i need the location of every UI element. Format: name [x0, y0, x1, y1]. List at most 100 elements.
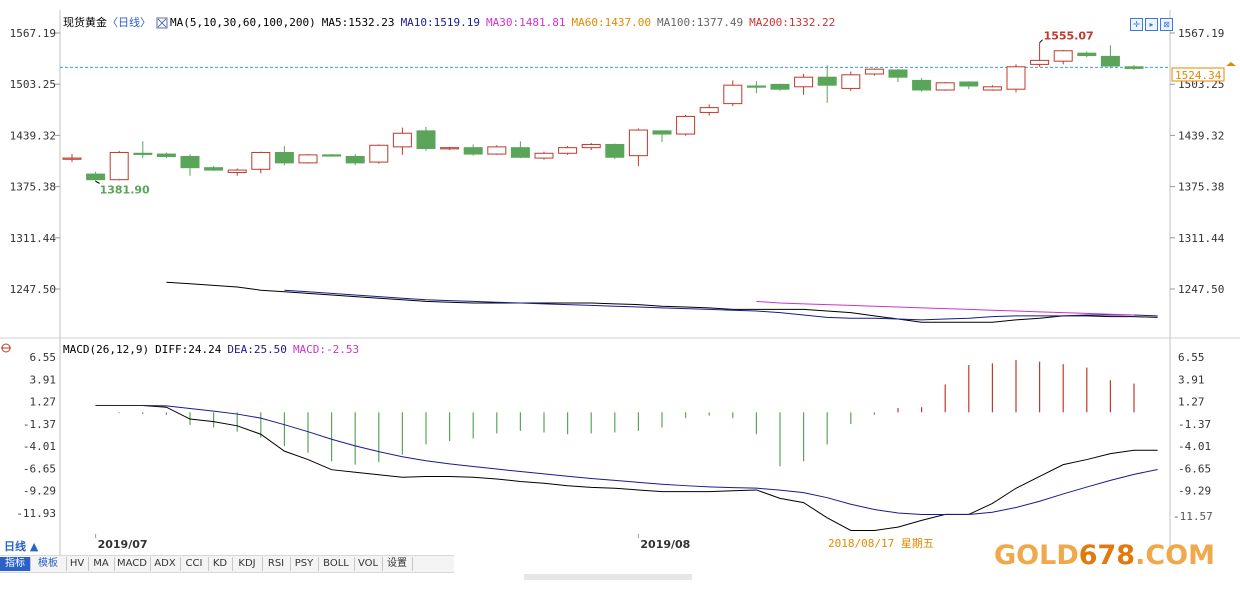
play-icon[interactable]: ▸ — [1145, 18, 1158, 31]
candle — [628, 128, 648, 167]
candle — [699, 104, 719, 116]
candle — [1006, 64, 1026, 93]
price-tick-label: 1503.25 — [10, 78, 56, 91]
candle-body — [652, 130, 672, 135]
candle — [345, 154, 365, 166]
ma200-value: MA200:1332.22 — [749, 16, 835, 29]
candle-body — [369, 144, 389, 163]
ma5-line — [166, 281, 1158, 323]
macd-tick-label: 1.27 — [30, 396, 57, 409]
candle — [86, 171, 106, 182]
toolbar-item-psy[interactable]: PSY — [290, 557, 319, 571]
diff-line — [95, 405, 1158, 531]
price-tick-label-right: 1439.32 — [1178, 129, 1224, 142]
watermark-part1: GOLD — [994, 540, 1079, 571]
low-pointer — [95, 180, 100, 184]
candle-body — [1006, 66, 1026, 90]
candle-body — [487, 146, 507, 155]
price-tick-label-right: 1567.19 — [1178, 27, 1224, 40]
dea-line — [95, 405, 1158, 515]
toolbar-item-vol[interactable]: VOL — [354, 557, 383, 571]
candle — [1030, 42, 1050, 67]
candlestick-series — [62, 39, 1144, 184]
ma30-value: MA30:1481.81 — [486, 16, 565, 29]
candle-body — [251, 151, 271, 170]
x-tick-label: 2019/08 — [640, 538, 690, 551]
high-price-label: 1555.07 — [1044, 30, 1094, 43]
candle — [369, 144, 389, 164]
toolbar-item-boll[interactable]: BOLL — [318, 557, 355, 571]
candle-body — [628, 129, 648, 157]
high-pointer — [1039, 39, 1043, 44]
toolbar-item-rsi[interactable]: RSI — [262, 557, 291, 571]
moving-average-series — [166, 281, 1158, 323]
toolbar-item-hv[interactable]: HV — [66, 557, 89, 571]
candle — [1100, 45, 1120, 69]
toolbar-item-kd[interactable]: KD — [208, 557, 233, 571]
price-tick-label-right: 1311.44 — [1178, 232, 1225, 245]
date-x-axis: 2019/07 2019/08 — [95, 534, 690, 551]
candle-body — [440, 147, 460, 150]
current-price-box — [1171, 67, 1225, 82]
macd-tick-label-right: 3.91 — [1178, 373, 1205, 386]
candle — [322, 154, 342, 157]
candle-body — [227, 169, 247, 173]
period-selector[interactable]: 日线 ▲ — [4, 540, 39, 553]
toolbar-item-ma[interactable]: MA — [88, 557, 115, 571]
candle — [298, 154, 318, 164]
macd-tick-label: -11.93 — [16, 507, 56, 520]
candle-body — [1030, 59, 1050, 65]
toolbar-item-模板[interactable]: 模板 — [30, 557, 67, 571]
ma10-value: MA10:1519.19 — [401, 16, 480, 29]
candle-body — [416, 130, 436, 149]
macd-tick-label-right: 1.27 — [1178, 396, 1205, 409]
price-tick-label: 1439.32 — [10, 129, 56, 142]
toolbar-item-macd[interactable]: MACD — [114, 557, 151, 571]
candle-body — [864, 68, 884, 75]
toolbar-item-cci[interactable]: CCI — [180, 557, 209, 571]
ma10-line — [284, 289, 1158, 321]
macd-y-axis: 6.55 6.55 3.91 3.91 1.27 1.27 -1.37 -1.37 -4.01 -… — [16, 351, 1211, 520]
candle — [416, 126, 436, 151]
period-tag: 〈日线〉 — [107, 15, 151, 29]
candle — [864, 68, 884, 76]
macd-tick-label-right: -1.37 — [1178, 418, 1211, 431]
candle — [180, 154, 200, 176]
candle-body — [558, 147, 578, 154]
macd-tick-label-right: -6.65 — [1178, 462, 1211, 475]
svg-text:现货黄金〈日线〉: 现货黄金〈日线〉 — [63, 15, 151, 29]
macd-histogram — [118, 359, 1135, 467]
crosshair-icon[interactable]: ✛ — [1130, 18, 1143, 31]
toolbar-item-adx[interactable]: ADX — [150, 557, 181, 571]
candle-body — [322, 154, 342, 157]
ma60-value: MA60:1437.00 — [572, 16, 651, 29]
price-tick-label-right: 1375.38 — [1178, 181, 1224, 194]
candle — [935, 81, 955, 91]
ma5-value: MA5:1532.23 — [322, 16, 395, 29]
candle-body — [463, 147, 483, 155]
candle — [133, 141, 153, 159]
candle — [392, 127, 412, 155]
candle — [605, 143, 625, 159]
candle-body — [1124, 66, 1144, 69]
candle — [274, 146, 294, 166]
candle-body — [841, 74, 861, 89]
macd-tick-label: -4.01 — [23, 440, 56, 453]
chart-scrollbar[interactable] — [524, 574, 692, 580]
fullscreen-icon[interactable]: ⊠ — [1160, 18, 1173, 31]
toolbar-item-kdj[interactable]: KDJ — [232, 557, 263, 571]
price-tick-label: 1375.38 — [10, 181, 56, 194]
candle — [581, 142, 601, 151]
candle — [676, 114, 696, 136]
candle — [959, 81, 979, 90]
candle — [794, 73, 814, 95]
candle-body — [1100, 55, 1120, 67]
toolbar-item-设置[interactable]: 设置 — [382, 557, 413, 571]
candle-body — [912, 79, 932, 91]
toolbar-item-指标[interactable]: 指标 — [0, 557, 31, 571]
candle — [982, 85, 1002, 91]
candle-body — [109, 151, 129, 181]
candle-body — [982, 86, 1002, 91]
ma-label: MA(5,10,30,60,100,200) — [170, 16, 316, 29]
